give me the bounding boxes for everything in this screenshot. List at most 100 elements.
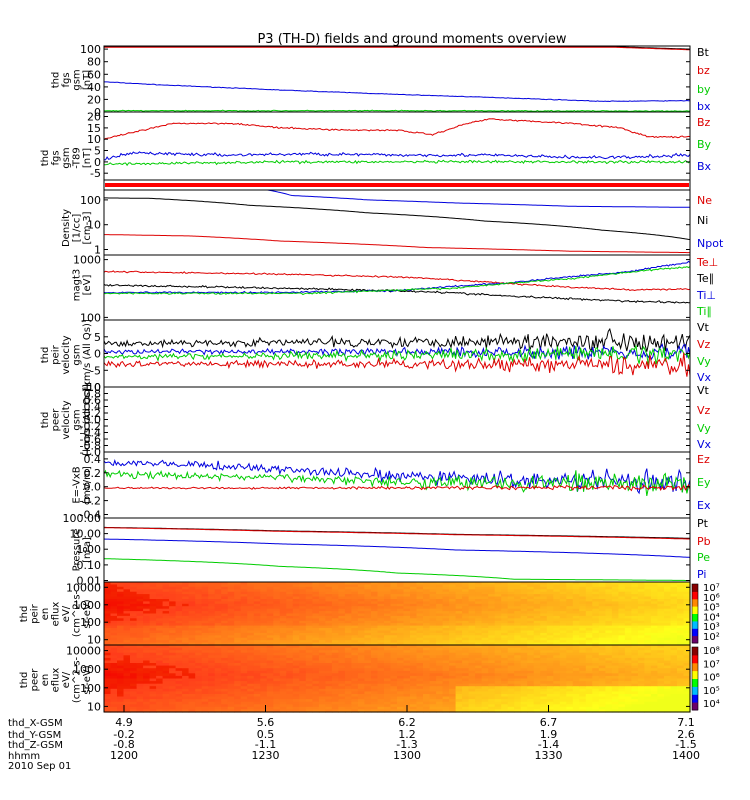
spectrogram-cell — [670, 608, 678, 612]
spectrogram-cell — [644, 694, 652, 698]
colorbar-segment — [692, 629, 698, 632]
spectrogram-cell — [559, 650, 567, 654]
spectrogram-cell — [462, 603, 470, 607]
spectrogram-cell — [618, 623, 626, 627]
spectrogram-cell — [260, 591, 268, 595]
spectrogram-cell — [377, 640, 385, 644]
spectrogram-cell — [305, 591, 313, 595]
spectrogram-cell — [221, 623, 229, 627]
spectrogram-cell — [384, 686, 392, 690]
spectrogram-cell — [123, 615, 131, 619]
spectrogram-cell — [221, 652, 229, 656]
spectrogram-cell — [253, 623, 261, 627]
spectrogram-cell — [423, 694, 431, 698]
spectrogram-cell — [305, 642, 313, 646]
spectrogram-cell — [618, 686, 626, 690]
spectrogram-cell — [546, 701, 554, 705]
spectrogram-cell — [130, 628, 138, 631]
spectrogram-cell — [416, 591, 424, 595]
spectrogram-cell — [637, 620, 645, 624]
spectrogram-cell — [598, 647, 606, 651]
spectrogram-cell — [299, 681, 307, 685]
spectrogram-cell — [429, 696, 437, 700]
spectrogram-cell — [507, 591, 515, 595]
legend-label: Vx — [697, 371, 712, 384]
spectrogram-cell — [377, 645, 385, 649]
spectrogram-cell — [156, 603, 164, 607]
y-axis-label-line: peir — [30, 603, 41, 623]
spectrogram-cell — [299, 650, 307, 654]
spectrogram-cell — [572, 620, 580, 624]
spectrogram-cell — [351, 660, 359, 664]
spectrogram-cell — [611, 655, 619, 659]
spectrogram-cell — [559, 586, 567, 590]
spectrogram-cell — [488, 606, 496, 610]
spectrogram-cell — [169, 608, 177, 612]
spectrogram-cell — [312, 599, 320, 602]
spectrogram-cell — [344, 628, 352, 631]
spectrogram-cell — [527, 647, 535, 651]
spectrogram-cell — [514, 601, 522, 605]
spectrogram-cell — [540, 635, 548, 639]
spectrogram-cell — [520, 589, 528, 593]
spectrogram-cell — [436, 706, 444, 710]
legend-label: Npot — [697, 237, 724, 250]
spectrogram-cell — [169, 670, 177, 674]
spectrogram-cell — [631, 683, 639, 687]
spectrogram-cell — [566, 652, 574, 656]
spectrogram-cell — [566, 586, 574, 590]
spectrogram-cell — [110, 628, 118, 631]
colorbar-segment — [692, 606, 698, 609]
y-tick-label: 40 — [87, 81, 101, 94]
spectrogram-cell — [331, 608, 339, 612]
spectrogram-cell — [182, 625, 190, 629]
spectrogram-cell — [377, 584, 385, 588]
y-axis-label-line: peir — [51, 344, 62, 364]
spectrogram-cell — [423, 665, 431, 669]
spectrogram-cell — [195, 673, 203, 677]
spectrogram-cell — [364, 652, 372, 656]
spectrogram-cell — [677, 591, 685, 595]
spectrogram-cell — [572, 668, 580, 672]
spectrogram-cell — [175, 681, 183, 685]
spectrogram-cell — [371, 601, 379, 605]
spectrogram-cell — [188, 652, 196, 656]
spectrogram-cell — [670, 586, 678, 590]
spectrogram-cell — [598, 706, 606, 710]
spectrogram-cell — [657, 635, 665, 639]
spectrogram-cell — [527, 691, 535, 695]
spectrogram-cell — [540, 594, 548, 598]
spectrogram-cell — [559, 584, 567, 588]
spectrogram-cell — [227, 603, 235, 607]
spectrogram-cell — [110, 657, 118, 662]
spectrogram-cell — [292, 620, 300, 624]
spectrogram-cell — [533, 688, 541, 692]
spectrogram-cell — [123, 686, 131, 690]
spectrogram-cell — [416, 586, 424, 590]
spectrogram-cell — [429, 596, 437, 600]
spectrogram-cell — [117, 668, 125, 672]
spectrogram-cell — [657, 632, 665, 636]
spectrogram-cell — [182, 647, 190, 651]
spectrogram-cell — [143, 665, 151, 669]
spectrogram-cell — [266, 606, 274, 610]
spectrogram-cell — [338, 660, 346, 664]
spectrogram-cell — [143, 615, 151, 619]
spectrogram-cell — [611, 584, 619, 588]
spectrogram-cell — [657, 611, 665, 615]
spectrogram-cell — [351, 640, 359, 644]
spectrogram-cell — [527, 655, 535, 659]
spectrogram-cell — [520, 635, 528, 639]
spectrogram-cell — [481, 589, 489, 593]
spectrogram-cell — [423, 601, 431, 605]
spectrogram-cell — [449, 683, 457, 687]
spectrogram-cell — [475, 694, 483, 698]
spectrogram-cell — [598, 623, 606, 627]
spectrogram-cell — [364, 681, 372, 685]
spectrogram-cell — [182, 613, 190, 617]
spectrogram-cell — [188, 694, 196, 698]
spectrogram-cell — [221, 699, 229, 703]
spectrogram-cell — [292, 584, 300, 588]
spectrogram-cell — [650, 584, 658, 588]
spectrogram-cell — [162, 630, 170, 634]
